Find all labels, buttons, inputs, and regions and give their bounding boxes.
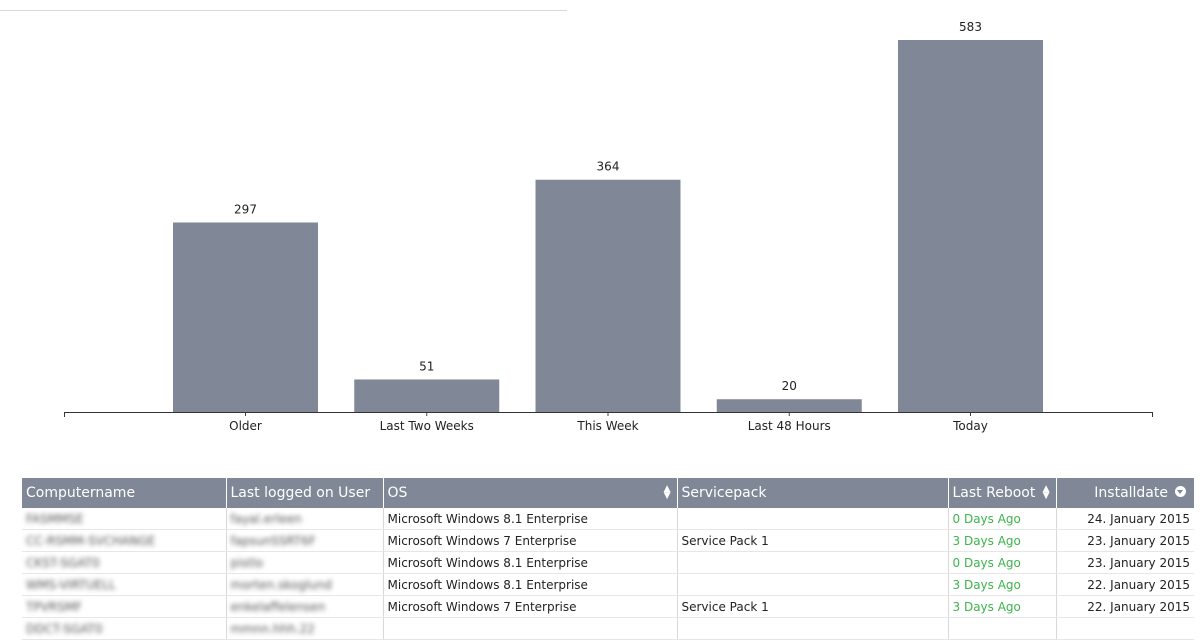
cell-user: enkelaffelensen (225, 595, 383, 618)
cell-installdate: 24. January 2015 (1055, 508, 1194, 530)
bar-value-label: 20 (782, 379, 797, 393)
cell-os (382, 617, 677, 640)
x-tick-label: Last Two Weeks (380, 419, 474, 433)
cell-installdate (1055, 617, 1194, 640)
column-header-computername[interactable]: Computername (22, 478, 226, 508)
table-body: FASMMSE fayal.erleen Microsoft Windows 8.1… (22, 508, 1194, 640)
column-header-servicepack[interactable]: Servicepack (676, 478, 948, 508)
x-tick-label: Older (229, 419, 262, 433)
x-tick-label: Today (952, 419, 988, 433)
cell-installdate: 22. January 2015 (1055, 595, 1194, 618)
cell-servicepack: Service Pack 1 (676, 595, 948, 618)
cell-installdate: 23. January 2015 (1055, 551, 1194, 574)
cell-last-reboot: 0 Days Ago (947, 508, 1056, 530)
cell-installdate: 22. January 2015 (1055, 573, 1194, 596)
bar-chart: 297 Older 51 Last Two Weeks 364 This Week 20 La… (64, 20, 1153, 433)
sort-updown-icon[interactable]: ▲ ▼ (1042, 484, 1050, 501)
cell-last-reboot: 3 Days Ago (947, 573, 1056, 596)
table-row[interactable]: DDCT-SGAT0 mmnn.hhh.22 (22, 617, 1194, 640)
column-header-os[interactable]: OS ▲ ▼ (382, 478, 677, 508)
cell-user: fayal.erleen (225, 508, 383, 530)
table-row[interactable]: CKST-SGAT0 pistlo Microsoft Windows 8.1 En… (22, 551, 1194, 574)
sort-descending-icon[interactable] (1175, 486, 1186, 497)
cell-os: Microsoft Windows 8.1 Enterprise (382, 573, 677, 596)
table-row[interactable]: CC-RSMM-SVCHANGE fapsunSSRT6F Microsoft Wi… (22, 529, 1194, 552)
cell-last-reboot (947, 617, 1056, 640)
column-header-last-reboot[interactable]: Last Reboot ▲ ▼ (947, 478, 1056, 508)
bar-value-label: 51 (419, 359, 434, 373)
bar[interactable] (898, 40, 1043, 412)
cell-computername: TPVRSMF (22, 595, 226, 618)
top-divider (0, 10, 567, 11)
cell-last-reboot: 3 Days Ago (947, 595, 1056, 618)
cell-last-reboot: 0 Days Ago (947, 551, 1056, 574)
cell-last-reboot: 3 Days Ago (947, 529, 1056, 552)
column-header-last-logged-on-user[interactable]: Last logged on User (225, 478, 383, 508)
bar[interactable] (535, 179, 681, 412)
cell-computername: CC-RSMM-SVCHANGE (22, 529, 226, 552)
bar[interactable] (716, 399, 862, 412)
cell-os: Microsoft Windows 8.1 Enterprise (382, 551, 677, 574)
bar-value-label: 297 (234, 202, 257, 216)
cell-os: Microsoft Windows 8.1 Enterprise (382, 508, 677, 530)
table-row[interactable]: WMS-VIRTUELL morten.skoglund Microsoft Win… (22, 573, 1194, 596)
cell-user: fapsunSSRT6F (225, 529, 383, 552)
sort-updown-icon[interactable]: ▲ ▼ (663, 484, 671, 501)
bar-value-label: 583 (959, 20, 982, 34)
cell-servicepack (676, 508, 948, 530)
table-header-row: Computername Last logged on User OS ▲ ▼ Se… (22, 478, 1194, 508)
computers-table: Computername Last logged on User OS ▲ ▼ Se… (22, 478, 1194, 640)
cell-servicepack: Service Pack 1 (676, 529, 948, 552)
column-header-installdate[interactable]: Installdate (1055, 478, 1194, 508)
cell-user: mmnn.hhh.22 (225, 617, 383, 640)
bar[interactable] (173, 222, 318, 412)
cell-computername: FASMMSE (22, 508, 226, 530)
bar-value-label: 364 (597, 160, 620, 174)
cell-user: morten.skoglund (225, 573, 383, 596)
cell-user: pistlo (225, 551, 383, 574)
bar[interactable] (354, 379, 500, 412)
cell-os: Microsoft Windows 7 Enterprise (382, 529, 677, 552)
cell-servicepack (676, 573, 948, 596)
cell-computername: CKST-SGAT0 (22, 551, 226, 574)
cell-computername: DDCT-SGAT0 (22, 617, 226, 640)
cell-computername: WMS-VIRTUELL (22, 573, 226, 596)
x-tick-label: Last 48 Hours (748, 419, 831, 433)
table-row[interactable]: FASMMSE fayal.erleen Microsoft Windows 8.1… (22, 508, 1194, 530)
cell-servicepack (676, 617, 948, 640)
x-tick-label: This Week (576, 419, 638, 433)
cell-servicepack (676, 551, 948, 574)
table-row[interactable]: TPVRSMF enkelaffelensen Microsoft Windows … (22, 595, 1194, 618)
cell-os: Microsoft Windows 7 Enterprise (382, 595, 677, 618)
cell-installdate: 23. January 2015 (1055, 529, 1194, 552)
